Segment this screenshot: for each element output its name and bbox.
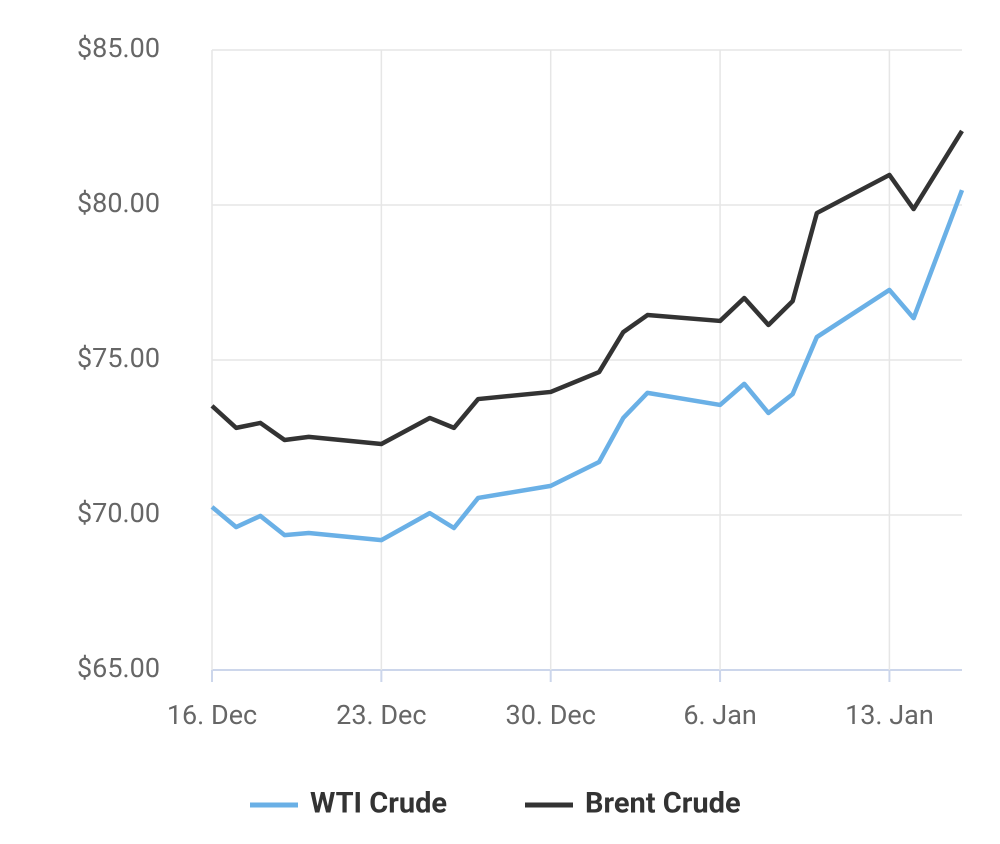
legend-label[interactable]: Brent Crude [585,787,741,821]
series-line [210,129,964,447]
y-tick-label: $80.00 [77,187,160,219]
y-tick-label: $65.00 [77,652,160,684]
legend-label[interactable]: WTI Crude [310,787,447,821]
x-tick-label: 6. Jan [683,699,757,731]
series-line [210,189,965,543]
x-tick-label: 16. Dec [167,699,257,731]
y-tick-label: $85.00 [77,32,160,64]
x-tick-label: 23. Dec [336,699,426,731]
x-tick-label: 13. Jan [845,699,934,731]
y-tick-label: $75.00 [77,342,160,374]
y-tick-label: $70.00 [77,497,160,529]
x-tick-label: 30. Dec [506,699,596,731]
